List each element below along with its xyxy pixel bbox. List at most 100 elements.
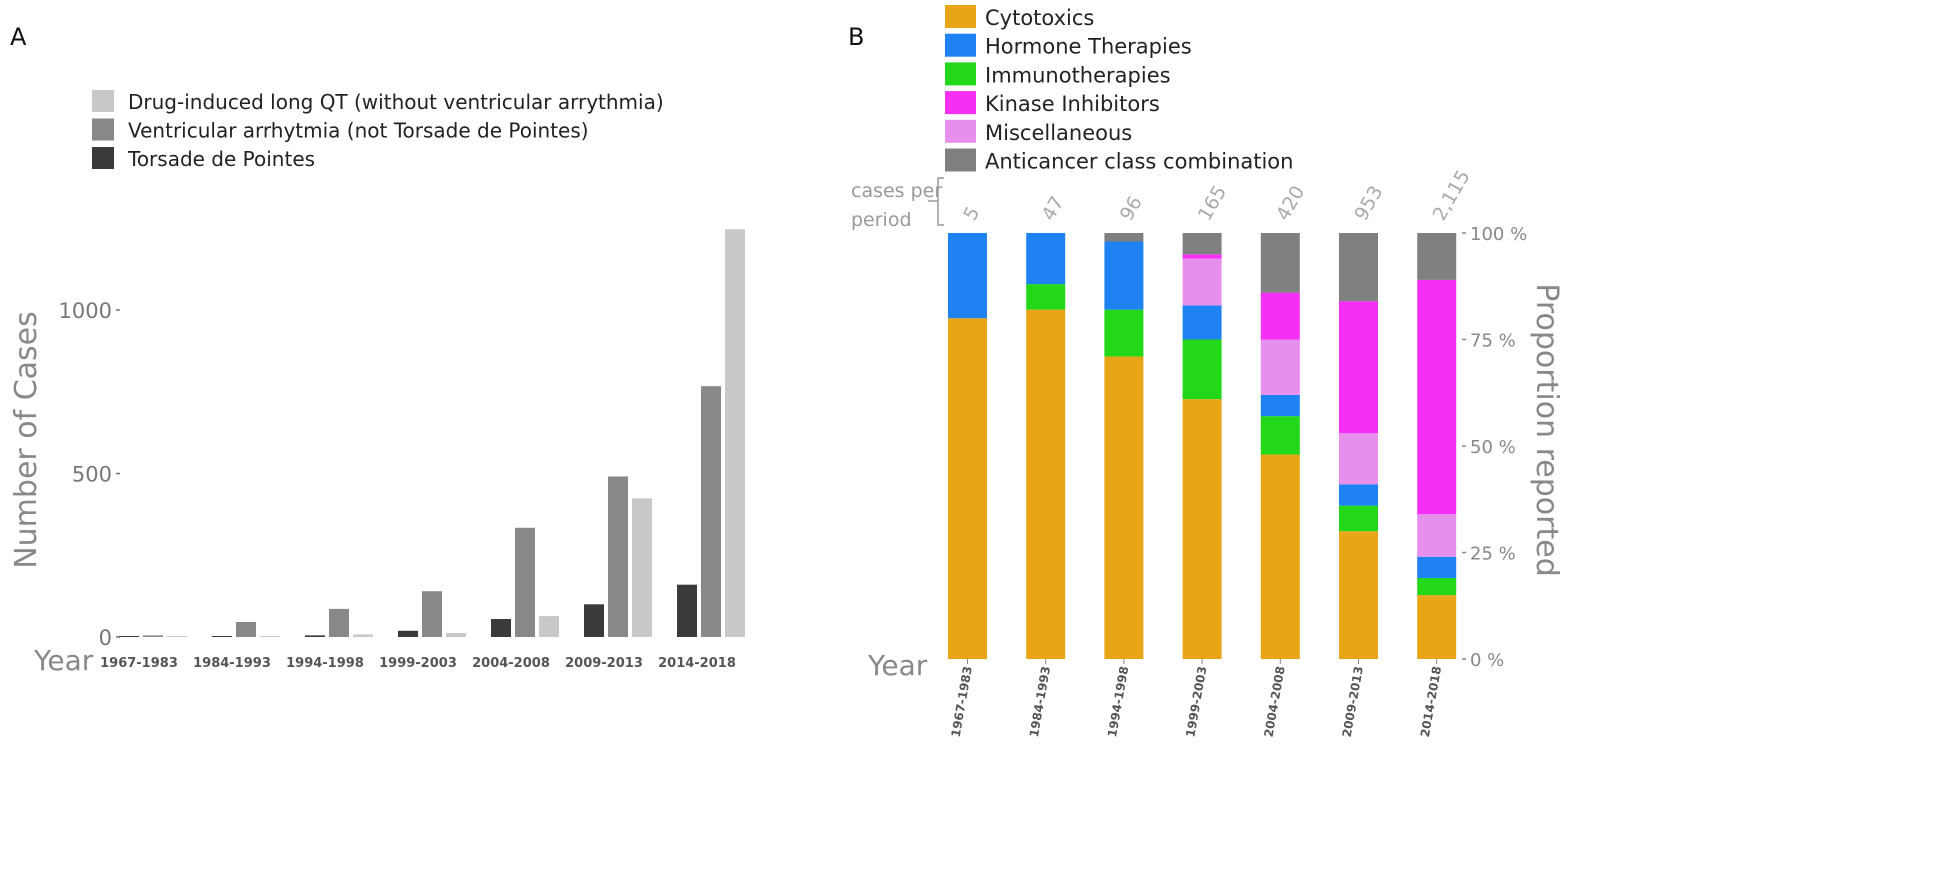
bar-ventricular bbox=[236, 621, 256, 637]
x-tick-label: 2009-2013 bbox=[1340, 665, 1366, 738]
bar-ventricular bbox=[143, 635, 163, 637]
y-axis-title: Number of Cases bbox=[9, 311, 44, 569]
x-axis-title: Year bbox=[867, 649, 928, 682]
cases-label: cases per bbox=[851, 180, 942, 202]
bar-torsade bbox=[212, 636, 232, 637]
bar-torsade bbox=[119, 636, 139, 637]
cases-count: 953 bbox=[1350, 182, 1387, 224]
x-tick-label: 1967-1983 bbox=[100, 656, 178, 671]
legend-swatch bbox=[945, 33, 976, 57]
y-tick-label: 1000 bbox=[59, 299, 112, 323]
x-axis-title: Year bbox=[33, 644, 94, 677]
cases-count: 96 bbox=[1116, 193, 1147, 225]
bar-segment-hormone bbox=[1260, 394, 1300, 417]
x-tick-label: 2014-2018 bbox=[1418, 665, 1444, 738]
bar-segment-cytotoxics bbox=[1026, 309, 1066, 659]
bar-segment-hormone bbox=[948, 233, 987, 319]
bar-drug-induced bbox=[446, 633, 466, 637]
cases-bracket bbox=[928, 177, 944, 226]
bar-segment-cytotoxics bbox=[1417, 595, 1457, 659]
x-tick-label: 1994-1998 bbox=[1105, 665, 1131, 738]
cases-count: 420 bbox=[1272, 182, 1309, 224]
cases-label: period bbox=[851, 209, 912, 231]
bar-segment-anticancer bbox=[1260, 233, 1300, 293]
x-tick-label: 2014-2018 bbox=[658, 656, 736, 671]
bar-segment-immunotherapies bbox=[1417, 578, 1457, 596]
bar-ventricular bbox=[608, 476, 628, 637]
cases-count: 2,115 bbox=[1428, 166, 1474, 224]
x-tick-label: 1984-1993 bbox=[193, 656, 271, 671]
bar-segment-hormone bbox=[1339, 484, 1378, 506]
bar-drug-induced bbox=[353, 634, 373, 637]
bar-torsade bbox=[491, 619, 511, 637]
panel-label-b: B bbox=[848, 23, 864, 51]
bar-torsade bbox=[398, 630, 418, 637]
y-axis-title: Proportion reported bbox=[1529, 283, 1564, 576]
bar-segment-anticancer bbox=[1104, 233, 1144, 242]
bar-segment-cytotoxics bbox=[1260, 454, 1300, 659]
legend-label: Anticancer class combination bbox=[985, 150, 1293, 174]
x-tick-label: 1984-1993 bbox=[1027, 665, 1053, 738]
y-tick-label: 500 bbox=[72, 463, 112, 487]
legend-swatch bbox=[92, 118, 114, 141]
bar-segment-hormone bbox=[1026, 233, 1066, 285]
bar-segment-immunotherapies bbox=[1026, 284, 1066, 310]
y-tick-label: 25 % bbox=[1470, 544, 1516, 565]
bar-segment-kinase bbox=[1182, 254, 1222, 259]
y-tick-label: 75 % bbox=[1470, 331, 1516, 352]
bar-segment-cytotoxics bbox=[1182, 399, 1222, 659]
y-tick-label: 100 % bbox=[1470, 224, 1527, 245]
legend-label: Torsade de Pointes bbox=[127, 147, 315, 171]
bar-segment-cytotoxics bbox=[948, 318, 987, 659]
legend-label: Ventricular arrhytmia (not Torsade de Po… bbox=[128, 119, 589, 143]
bar-drug-induced bbox=[167, 636, 187, 637]
x-tick-label: 2004-2008 bbox=[472, 656, 550, 671]
cases-count: 5 bbox=[959, 203, 984, 224]
bar-torsade bbox=[584, 604, 604, 637]
x-tick-label: 1967-1983 bbox=[949, 665, 975, 738]
cases-count: 47 bbox=[1037, 193, 1068, 225]
legend-label: Immunotherapies bbox=[985, 63, 1171, 87]
bar-drug-induced bbox=[632, 498, 652, 637]
bar-ventricular bbox=[515, 527, 535, 637]
bar-ventricular bbox=[329, 608, 349, 637]
y-tick-label: 0 bbox=[99, 626, 112, 650]
bar-ventricular bbox=[701, 386, 721, 637]
legend-swatch bbox=[945, 62, 976, 86]
bar-segment-immunotherapies bbox=[1260, 416, 1300, 455]
x-tick-label: 2004-2008 bbox=[1262, 665, 1288, 738]
bar-drug-induced bbox=[539, 616, 559, 637]
bar-segment-immunotherapies bbox=[1339, 505, 1378, 532]
legend-swatch bbox=[92, 90, 114, 112]
bar-segment-miscellaneous bbox=[1339, 433, 1378, 485]
bar-segment-miscellaneous bbox=[1417, 514, 1457, 557]
x-tick-label: 1994-1998 bbox=[286, 656, 364, 671]
legend-swatch bbox=[945, 119, 976, 143]
bar-torsade bbox=[305, 635, 325, 637]
cases-count: 165 bbox=[1194, 182, 1231, 224]
legend-label: Miscellaneous bbox=[985, 121, 1132, 145]
bar-segment-kinase bbox=[1417, 279, 1457, 515]
bar-torsade bbox=[677, 584, 697, 637]
bar-segment-immunotherapies bbox=[1182, 339, 1222, 400]
bar-drug-induced bbox=[725, 229, 745, 637]
bar-segment-anticancer bbox=[1182, 233, 1222, 255]
bar-segment-hormone bbox=[1182, 305, 1222, 340]
legend-swatch bbox=[945, 5, 976, 28]
x-tick-label: 1999-2003 bbox=[1183, 665, 1209, 738]
bar-segment-anticancer bbox=[1339, 233, 1378, 302]
legend-label: Cytotoxics bbox=[985, 6, 1094, 30]
x-tick-label: 2009-2013 bbox=[565, 656, 643, 671]
legend-swatch bbox=[945, 91, 976, 115]
bar-segment-cytotoxics bbox=[1104, 356, 1144, 659]
bar-segment-hormone bbox=[1104, 241, 1144, 310]
bar-segment-immunotherapies bbox=[1104, 309, 1144, 357]
bar-segment-hormone bbox=[1417, 556, 1457, 579]
bar-segment-kinase bbox=[1339, 301, 1378, 434]
x-tick-label: 1999-2003 bbox=[379, 656, 457, 671]
bar-drug-induced bbox=[260, 636, 280, 637]
y-tick-label: 50 % bbox=[1470, 437, 1516, 458]
legend-label: Drug-induced long QT (without ventricula… bbox=[128, 90, 664, 114]
bar-ventricular bbox=[422, 591, 442, 637]
